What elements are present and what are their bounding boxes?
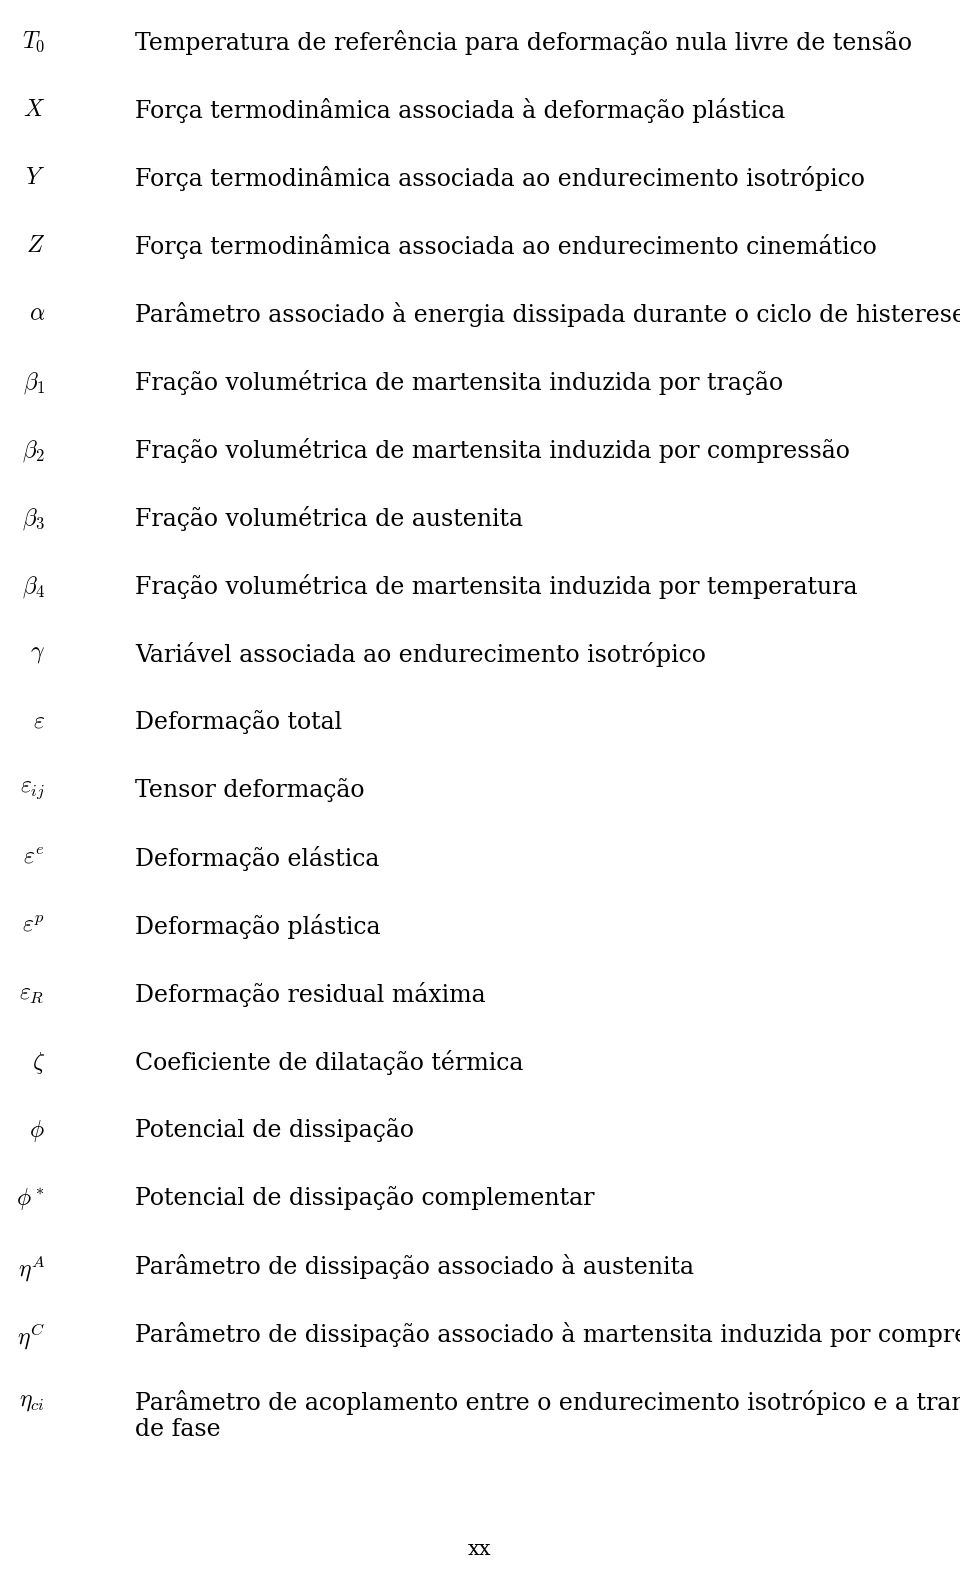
Text: $\alpha$: $\alpha$ (29, 302, 45, 324)
Text: Tensor deformação: Tensor deformação (135, 778, 365, 803)
Text: Fração volumétrica de martensita induzida por compressão: Fração volumétrica de martensita induzid… (135, 438, 850, 463)
Text: $\beta_2$: $\beta_2$ (22, 438, 45, 464)
Text: Parâmetro de dissipação associado à martensita induzida por compressão: Parâmetro de dissipação associado à mart… (135, 1322, 960, 1347)
Text: Variável associada ao endurecimento isotrópico: Variável associada ao endurecimento isot… (135, 642, 706, 667)
Text: $\zeta$: $\zeta$ (32, 1050, 45, 1077)
Text: Deformação elástica: Deformação elástica (135, 845, 379, 870)
Text: Potencial de dissipação: Potencial de dissipação (135, 1118, 414, 1143)
Text: Deformação plástica: Deformação plástica (135, 914, 380, 940)
Text: $\varepsilon_R$: $\varepsilon_R$ (19, 982, 45, 1006)
Text: $\varepsilon^e$: $\varepsilon^e$ (23, 845, 45, 869)
Text: $\beta_4$: $\beta_4$ (22, 575, 45, 600)
Text: Força termodinâmica associada à deformação plástica: Força termodinâmica associada à deformaç… (135, 98, 785, 123)
Text: Coeficiente de dilatação térmica: Coeficiente de dilatação térmica (135, 1050, 523, 1075)
Text: Parâmetro associado à energia dissipada durante o ciclo de histerese: Parâmetro associado à energia dissipada … (135, 302, 960, 327)
Text: $T_0$: $T_0$ (22, 30, 45, 55)
Text: $\phi$: $\phi$ (30, 1118, 45, 1144)
Text: $Y$: $Y$ (25, 165, 45, 189)
Text: Fração volumétrica de martensita induzida por temperatura: Fração volumétrica de martensita induzid… (135, 575, 857, 600)
Text: de fase: de fase (135, 1418, 221, 1442)
Text: $\eta^C$: $\eta^C$ (17, 1322, 45, 1352)
Text: Deformação total: Deformação total (135, 710, 342, 733)
Text: Temperatura de referência para deformação nula livre de tensão: Temperatura de referência para deformaçã… (135, 30, 912, 55)
Text: $\varepsilon$: $\varepsilon$ (33, 710, 45, 733)
Text: $\eta_{ci}$: $\eta_{ci}$ (19, 1390, 45, 1413)
Text: Fração volumétrica de martensita induzida por tração: Fração volumétrica de martensita induzid… (135, 370, 783, 395)
Text: Deformação residual máxima: Deformação residual máxima (135, 982, 486, 1007)
Text: $\beta_1$: $\beta_1$ (23, 370, 45, 395)
Text: $Z$: $Z$ (26, 235, 45, 257)
Text: Força termodinâmica associada ao endurecimento isotrópico: Força termodinâmica associada ao endurec… (135, 165, 865, 190)
Text: $X$: $X$ (23, 98, 45, 121)
Text: $\eta^A$: $\eta^A$ (17, 1254, 45, 1284)
Text: $\varepsilon^p$: $\varepsilon^p$ (22, 914, 45, 937)
Text: xx: xx (468, 1539, 492, 1558)
Text: $\phi^*$: $\phi^*$ (16, 1185, 45, 1212)
Text: Força termodinâmica associada ao endurecimento cinemático: Força termodinâmica associada ao endurec… (135, 235, 876, 260)
Text: $\gamma$: $\gamma$ (30, 642, 45, 664)
Text: Potencial de dissipação complementar: Potencial de dissipação complementar (135, 1185, 594, 1210)
Text: $\varepsilon_{ij}$: $\varepsilon_{ij}$ (20, 778, 45, 801)
Text: $\beta_3$: $\beta_3$ (22, 505, 45, 532)
Text: Parâmetro de dissipação associado à austenita: Parâmetro de dissipação associado à aust… (135, 1254, 694, 1280)
Text: Fração volumétrica de austenita: Fração volumétrica de austenita (135, 505, 523, 530)
Text: Parâmetro de acoplamento entre o endurecimento isotrópico e a transformação: Parâmetro de acoplamento entre o endurec… (135, 1390, 960, 1415)
